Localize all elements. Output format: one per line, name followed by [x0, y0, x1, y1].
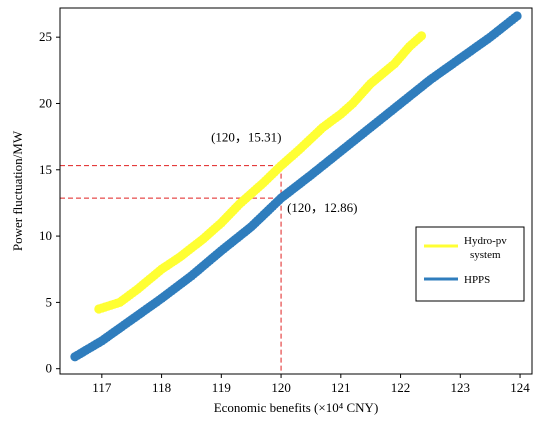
- legend-label: system: [470, 249, 501, 261]
- y-axis-title: Power fluctuation/MW: [10, 130, 25, 251]
- legend-box: [415, 226, 525, 302]
- y-tick-label: 25: [39, 29, 52, 44]
- x-tick-label: 124: [510, 380, 530, 395]
- x-tick-label: 118: [152, 380, 171, 395]
- series-1: [70, 11, 522, 362]
- legend-label: HPPS: [464, 274, 490, 286]
- legend: Hydro-pv system HPPS: [415, 226, 525, 302]
- x-tick-label: 123: [451, 380, 471, 395]
- x-tick-label: 122: [391, 380, 411, 395]
- y-tick-label: 15: [39, 162, 52, 177]
- plot-frame: [59, 7, 533, 375]
- y-tick-label: 0: [46, 361, 53, 376]
- annotations: (120，15.31) (120，12.86): [211, 130, 357, 215]
- data-point: [512, 11, 522, 21]
- data-point: [416, 31, 427, 41]
- legend-label: Hydro-pv: [464, 235, 507, 247]
- x-axis-ticks: 117 118 119 120 121 122 123 124: [92, 374, 530, 395]
- x-tick-label: 117: [92, 380, 112, 395]
- annotation-label: (120，12.86): [287, 200, 357, 215]
- x-tick-label: 121: [331, 380, 351, 395]
- y-tick-label: 10: [39, 228, 52, 243]
- x-tick-label: 119: [212, 380, 231, 395]
- series-layer: [70, 11, 522, 362]
- y-tick-label: 20: [39, 95, 52, 110]
- x-tick-label: 120: [271, 380, 291, 395]
- y-axis-ticks: 0 5 10 15 20 25: [39, 29, 60, 376]
- x-axis-title: Economic benefits (×10⁴ CNY): [214, 400, 379, 415]
- y-tick-label: 5: [46, 294, 53, 309]
- axes: 117 118 119 120 121 122 123 124 0 5 10 15 20 25: [39, 7, 533, 395]
- series-0: [94, 31, 427, 314]
- annotation-label: (120，15.31): [211, 130, 281, 145]
